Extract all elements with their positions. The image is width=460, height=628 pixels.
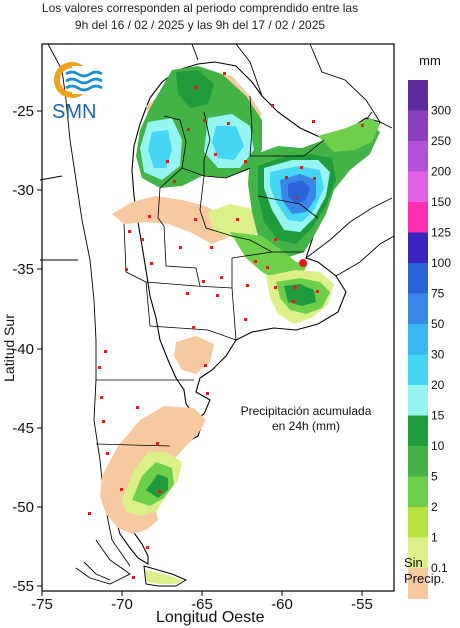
legend-color-box	[408, 232, 428, 264]
legend-color-box	[408, 293, 428, 325]
ytick-label: -35	[12, 261, 34, 278]
ytick-label: -25	[12, 103, 34, 120]
tierra-del-fuego-precip	[145, 570, 182, 584]
legend-threshold-label: 75	[431, 287, 445, 301]
legend-threshold-label: 200	[431, 165, 451, 179]
smn-waves-icon	[65, 70, 103, 92]
legend-color-box	[408, 537, 428, 569]
legend-unit: mm	[419, 53, 441, 68]
legend-color-box	[408, 507, 428, 538]
smn-logo: SMN	[52, 62, 103, 123]
ytick-label: -45	[12, 420, 34, 437]
map-subtitle-line-1: Los valores corresponden al periodo comp…	[41, 1, 359, 15]
province-borders	[95, 95, 325, 447]
legend-color-box	[408, 263, 428, 294]
legend-color-box	[408, 110, 428, 142]
legend-threshold-label: 5	[431, 470, 438, 484]
legend-threshold-label: 100	[431, 256, 451, 270]
legend-threshold-label: 20	[431, 378, 445, 392]
xtick-label: -65	[191, 596, 213, 613]
legend-threshold-label: 10	[431, 439, 445, 453]
legend-threshold-label: 300	[431, 104, 451, 118]
legend-threshold-label: 250	[431, 134, 451, 148]
legend-threshold-label: 50	[431, 317, 445, 331]
map-annotation: Precipitación acumulada en 24h (mm)	[226, 404, 386, 434]
legend-color-box	[408, 202, 428, 233]
precipitation-legend: mm 3002502001501251007550302015105210.1 …	[404, 53, 451, 599]
smn-logo-text: SMN	[52, 101, 96, 123]
legend-color-box	[408, 476, 428, 508]
legend-threshold-label: 15	[431, 409, 445, 423]
xtick-label: -75	[31, 596, 53, 613]
xtick-label: -55	[351, 596, 373, 613]
legend-threshold-label: 30	[431, 348, 445, 362]
plot-frame	[41, 43, 395, 592]
map-annotation-line-2: en 24h (mm)	[271, 419, 341, 433]
legend-color-box	[408, 141, 428, 172]
legend-threshold-label: 1	[431, 531, 438, 545]
legend-threshold-label: 150	[431, 195, 451, 209]
legend-color-box	[408, 385, 428, 416]
legend-color-box	[408, 80, 428, 111]
station-markers	[88, 72, 364, 579]
xtick-label: -60	[271, 596, 293, 613]
legend-color-box	[408, 446, 428, 477]
ytick-label: -40	[12, 341, 34, 358]
map-annotation-line-1: Precipitación acumulada	[240, 404, 372, 418]
legend-dry-label: Precip.	[404, 571, 444, 586]
legend-threshold-label: 0.1	[431, 561, 448, 575]
legend-threshold-label: 2	[431, 500, 438, 514]
legend-color-box	[408, 324, 428, 355]
y-axis-label: Latitud Sur	[1, 314, 17, 382]
buenos-aires-marker	[299, 259, 307, 267]
legend-threshold-label: 125	[431, 226, 451, 240]
x-axis-label: Longitud Oeste	[156, 609, 265, 626]
ytick-label: -50	[12, 499, 34, 516]
xtick-label: -70	[111, 596, 133, 613]
map-subtitle-line-2: 9h del 16 / 02 / 2025 y las 9h del 17 / …	[74, 18, 326, 32]
legend-color-box	[408, 171, 428, 203]
ytick-label: -30	[12, 182, 34, 199]
legend-color-box	[408, 354, 428, 386]
axis-ticks	[37, 110, 363, 596]
legend-dry-label: Sin	[404, 555, 423, 570]
legend-color-box	[408, 568, 428, 599]
ytick-label: -55	[12, 578, 34, 595]
legend-color-box	[408, 415, 428, 447]
